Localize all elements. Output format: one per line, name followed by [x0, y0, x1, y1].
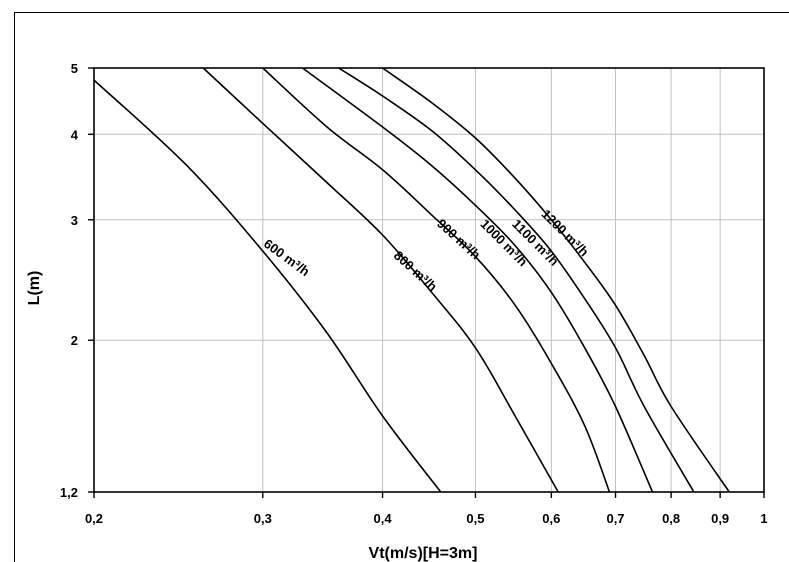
series-line	[262, 67, 611, 493]
curve-label: 900 m³/h	[434, 216, 483, 262]
series-line	[93, 79, 442, 493]
y-tick-label: 2	[71, 333, 78, 348]
x-tick-labels: 0,2 0,3 0,4 0,5 0,6 0,7 0,8 0,9 1	[85, 511, 768, 526]
y-tick-label: 4	[71, 127, 79, 142]
x-tick-label: 0,8	[662, 511, 680, 526]
y-tick-label: 1,2	[60, 485, 78, 500]
y-axis-title: L(m)	[26, 271, 43, 306]
plot-area-border	[93, 67, 765, 493]
series-line	[382, 67, 730, 493]
x-tick-label: 0,5	[466, 511, 484, 526]
x-tick-label: 0,2	[85, 511, 103, 526]
series-line	[202, 67, 559, 493]
x-tick-label: 0,7	[606, 511, 624, 526]
x-tick-label: 0,3	[254, 511, 272, 526]
chart-frame	[14, 12, 789, 562]
x-tick-label: 1	[760, 511, 767, 526]
x-tick-label: 0,9	[711, 511, 729, 526]
curves	[93, 67, 730, 493]
x-axis-title: Vt(m/s)[H=3m]	[369, 545, 478, 562]
series-line	[302, 67, 654, 493]
curve-label: 800 m³/h	[391, 248, 440, 294]
x-tick-label: 0,6	[542, 511, 560, 526]
y-tick-labels: 1,2 2 3 4 5	[60, 61, 79, 500]
y-tick-label: 3	[71, 213, 78, 228]
x-tick-label: 0,4	[374, 511, 393, 526]
ticks	[88, 67, 765, 498]
series-line	[338, 67, 695, 493]
y-tick-label: 5	[71, 61, 78, 76]
